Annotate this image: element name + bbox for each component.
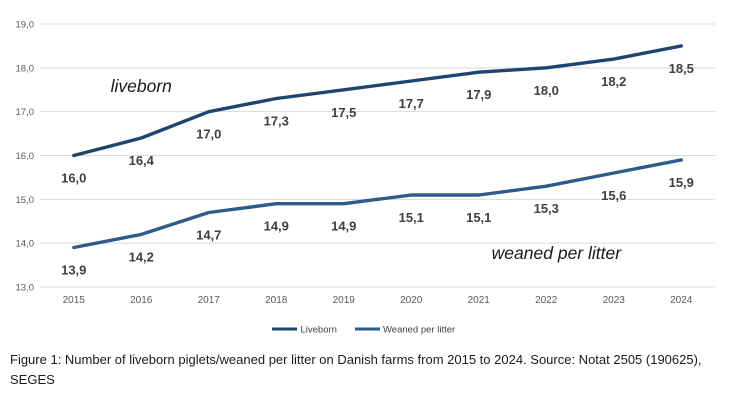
- figure-caption: Figure 1: Number of liveborn piglets/wea…: [10, 352, 702, 388]
- chart-svg: 13,0 14,0 15,0 16,0 17,0 18,0 19,0 2015 2016 2017…: [16, 20, 715, 336]
- series-line-liveborn: [72, 44, 683, 158]
- data-label: 15,6: [601, 188, 626, 203]
- x-tick-label: 2017: [198, 295, 221, 306]
- y-tick-label: 13,0: [16, 283, 35, 294]
- legend-label: Liveborn: [301, 325, 337, 336]
- x-tick-label: 2021: [468, 295, 491, 306]
- data-label: 17,5: [331, 105, 356, 120]
- series-annotation: weaned per litter: [492, 243, 623, 263]
- data-label: 18,5: [669, 61, 694, 76]
- y-tick-label: 17,0: [16, 107, 35, 118]
- data-label: 16,4: [129, 153, 155, 168]
- series-annotation: liveborn: [111, 76, 172, 96]
- data-label: 17,0: [196, 127, 221, 142]
- data-label: 18,0: [534, 83, 559, 98]
- x-tick-label: 2022: [535, 295, 558, 306]
- data-label: 14,7: [196, 227, 221, 242]
- x-tick-label: 2018: [265, 295, 288, 306]
- x-tick-label: 2016: [130, 295, 153, 306]
- y-tick-label: 16,0: [16, 151, 35, 162]
- x-tick-label: 2015: [63, 295, 86, 306]
- data-label: 15,3: [534, 201, 559, 216]
- y-tick-label: 19,0: [16, 20, 35, 31]
- data-label: 17,3: [264, 114, 289, 129]
- data-label: 18,2: [601, 74, 626, 89]
- data-label: 17,9: [466, 87, 491, 102]
- data-label: 16,0: [61, 171, 86, 186]
- data-label: 14,9: [331, 219, 356, 234]
- data-label: 14,9: [264, 219, 289, 234]
- y-tick-label: 18,0: [16, 63, 35, 74]
- data-label: 17,7: [399, 96, 424, 111]
- data-label: 14,2: [129, 249, 154, 264]
- data-label: 13,9: [61, 263, 86, 278]
- y-tick-label: 14,0: [16, 239, 35, 250]
- data-label: 15,9: [669, 175, 694, 190]
- x-tick-label: 2023: [603, 295, 626, 306]
- y-tick-label: 15,0: [16, 195, 35, 206]
- data-label: 15,1: [466, 210, 491, 225]
- data-label: 15,1: [399, 210, 424, 225]
- legend-label: Weaned per litter: [383, 325, 455, 336]
- x-tick-label: 2019: [333, 295, 356, 306]
- series-line-weaned-per-litter: [72, 158, 683, 250]
- x-tick-label: 2020: [400, 295, 423, 306]
- x-tick-label: 2024: [670, 295, 693, 306]
